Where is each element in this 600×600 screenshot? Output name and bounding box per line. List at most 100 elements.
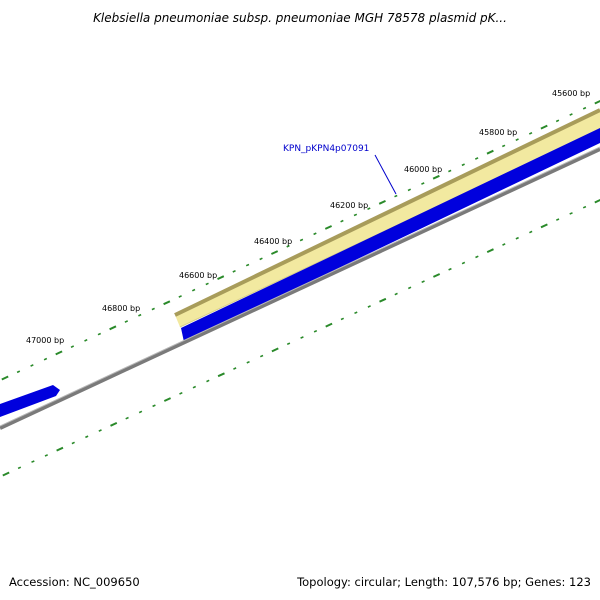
inner-tick-8 bbox=[110, 421, 118, 427]
outer-tick-30 bbox=[407, 188, 412, 192]
ruler-label-46800: 46800 bp bbox=[102, 304, 140, 313]
outer-tick-28 bbox=[378, 199, 386, 205]
inner-tick-6 bbox=[85, 435, 89, 439]
ruler-label-46400: 46400 bp bbox=[254, 237, 292, 246]
inner-tick-36 bbox=[486, 248, 494, 254]
inner-tick-23 bbox=[313, 329, 318, 333]
inner-tick-43 bbox=[582, 205, 587, 209]
outer-tick-32 bbox=[432, 174, 440, 180]
outer-tick-23 bbox=[313, 232, 317, 236]
outer-tick-14 bbox=[191, 288, 196, 292]
ruler-label-46600: 46600 bp bbox=[179, 271, 217, 280]
highlight-band-border-top bbox=[174, 108, 600, 317]
outer-tick-2 bbox=[30, 364, 34, 367]
outer-tick-22 bbox=[299, 238, 304, 242]
outer-tick-26 bbox=[353, 213, 358, 217]
outer-tick-marks bbox=[1, 99, 600, 381]
inner-tick-20 bbox=[271, 347, 279, 353]
inner-tick-5 bbox=[71, 441, 75, 445]
inner-tick-18 bbox=[246, 360, 250, 364]
outer-tick-41 bbox=[555, 119, 560, 123]
outer-tick-13 bbox=[178, 295, 182, 298]
inner-tick-34 bbox=[461, 261, 466, 265]
gene-feature-main[interactable] bbox=[181, 128, 600, 342]
inner-tick-13 bbox=[179, 391, 183, 395]
outer-tick-37 bbox=[501, 144, 506, 148]
inner-tick-19 bbox=[259, 354, 264, 358]
inner-tick-41 bbox=[555, 218, 560, 221]
ruler-label-47000: 47000 bp bbox=[26, 336, 64, 345]
inner-tick-15 bbox=[206, 379, 210, 383]
inner-tick-33 bbox=[448, 267, 452, 271]
highlight-band bbox=[175, 110, 600, 327]
inner-tick-31 bbox=[421, 280, 425, 284]
inner-tick-17 bbox=[233, 367, 237, 370]
inner-tick-1 bbox=[17, 466, 22, 470]
inner-tick-22 bbox=[300, 336, 304, 339]
outer-tick-43 bbox=[582, 106, 587, 110]
outer-tick-7 bbox=[97, 332, 102, 336]
ruler-label-45800: 45800 bp bbox=[479, 128, 517, 137]
inner-tick-44 bbox=[594, 198, 600, 204]
inner-tick-21 bbox=[286, 342, 291, 346]
inner-tick-4 bbox=[56, 446, 64, 452]
inner-tick-3 bbox=[44, 454, 49, 457]
outer-tick-16 bbox=[217, 275, 225, 281]
inner-tick-28 bbox=[379, 297, 387, 303]
inner-tick-0 bbox=[2, 471, 10, 477]
inner-tick-10 bbox=[138, 410, 143, 414]
outer-tick-11 bbox=[151, 307, 155, 311]
outer-tick-19 bbox=[259, 257, 263, 261]
outer-tick-24 bbox=[324, 225, 333, 230]
map-title: Klebsiella pneumoniae subsp. pneumoniae … bbox=[93, 11, 507, 25]
inner-tick-14 bbox=[192, 385, 197, 389]
inner-tick-38 bbox=[515, 236, 519, 240]
inner-tick-26 bbox=[354, 311, 358, 315]
inner-tick-37 bbox=[502, 243, 506, 246]
outer-tick-20 bbox=[270, 250, 279, 255]
outer-tick-36 bbox=[486, 149, 494, 155]
outer-tick-40 bbox=[540, 124, 548, 130]
inner-tick-24 bbox=[325, 322, 333, 328]
inner-tick-9 bbox=[125, 416, 129, 420]
outer-tick-1 bbox=[16, 370, 21, 374]
outer-tick-29 bbox=[394, 194, 398, 198]
outer-tick-38 bbox=[515, 138, 519, 142]
outer-tick-33 bbox=[448, 169, 452, 173]
ruler-label-46200: 46200 bp bbox=[330, 201, 368, 210]
inner-tick-42 bbox=[569, 212, 573, 215]
accession-text: Accession: NC_009650 bbox=[9, 575, 140, 589]
gene-label[interactable]: KPN_pKPN4p07091 bbox=[283, 144, 369, 154]
backbone-line bbox=[0, 147, 600, 430]
inner-tick-39 bbox=[529, 230, 533, 234]
inner-tick-29 bbox=[394, 292, 398, 296]
inner-tick-2 bbox=[31, 460, 35, 463]
outer-tick-21 bbox=[286, 244, 290, 248]
inner-tick-16 bbox=[217, 372, 225, 378]
outer-tick-35 bbox=[474, 157, 479, 160]
outer-tick-15 bbox=[205, 282, 209, 286]
inner-tick-7 bbox=[98, 429, 102, 432]
gene-label-leader bbox=[374, 154, 397, 195]
inner-tick-12 bbox=[163, 397, 172, 402]
outer-tick-9 bbox=[124, 320, 129, 323]
gene-feature-left[interactable] bbox=[0, 385, 60, 417]
outer-tick-6 bbox=[84, 338, 88, 342]
backbone-line-highlight bbox=[0, 146, 600, 427]
outer-tick-8 bbox=[109, 325, 117, 331]
inner-tick-27 bbox=[367, 305, 371, 308]
outer-tick-39 bbox=[528, 131, 533, 135]
outer-tick-5 bbox=[70, 345, 75, 349]
outer-tick-12 bbox=[163, 300, 171, 306]
ruler-label-46000: 46000 bp bbox=[404, 165, 442, 174]
inner-tick-32 bbox=[432, 273, 441, 278]
outer-tick-42 bbox=[569, 113, 573, 116]
ruler-label-45600: 45600 bp bbox=[552, 89, 590, 98]
outer-tick-0 bbox=[1, 375, 9, 381]
inner-tick-30 bbox=[407, 286, 412, 290]
inner-tick-40 bbox=[540, 223, 548, 229]
outer-tick-18 bbox=[245, 263, 250, 267]
outer-tick-34 bbox=[461, 163, 465, 167]
outer-tick-4 bbox=[55, 350, 63, 356]
